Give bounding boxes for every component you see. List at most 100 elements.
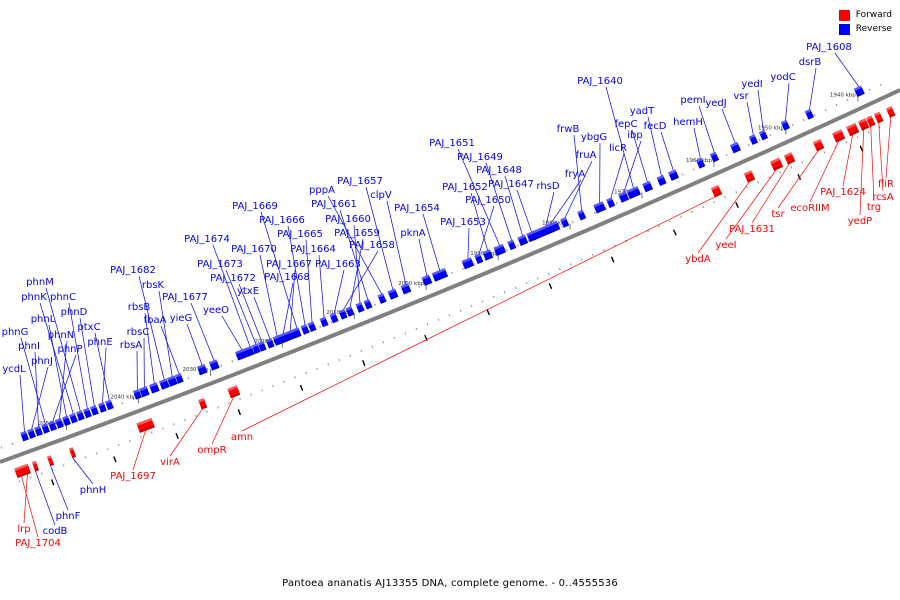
- ref-tick-dot: [132, 397, 135, 401]
- gene-highlight: [277, 332, 287, 338]
- gene-highlight: [618, 191, 627, 197]
- gene-label-reverse: pppA: [309, 185, 335, 196]
- gene-body: [695, 157, 706, 169]
- gene-label-forward: yedP: [848, 216, 872, 227]
- ref-tick-dot: [824, 108, 827, 112]
- leader-line-forward: [169, 408, 204, 457]
- gene-body: [90, 405, 99, 416]
- leader-line-reverse: [353, 224, 361, 304]
- gene-label-reverse: PAJ_1664: [290, 244, 336, 255]
- gene-shadow: [78, 416, 85, 421]
- ref-tick-dot: [29, 476, 32, 479]
- gene-shadow: [747, 177, 756, 183]
- gene-body: [377, 293, 387, 304]
- reverse-gene-block: [387, 288, 399, 300]
- reverse-gene-block: [132, 389, 142, 400]
- forward-gene-block: [812, 138, 825, 152]
- gene-shadow: [424, 281, 433, 286]
- reverse-gene-block: [62, 415, 71, 427]
- gene-body: [507, 239, 517, 251]
- ref-tick-dot: [702, 205, 705, 209]
- gene-shadow: [280, 338, 289, 344]
- leader-line-reverse: [238, 283, 263, 343]
- gene-label-reverse: licR: [609, 143, 627, 154]
- gene-body: [783, 152, 796, 165]
- reverse-gene-block: [618, 191, 630, 203]
- leader-line-reverse: [225, 269, 257, 345]
- reverse-gene-block: [251, 343, 261, 354]
- gene-highlight: [461, 257, 472, 264]
- gene-body: [769, 157, 784, 171]
- forward-gene-block: [873, 111, 884, 124]
- ref-tick-dot: [239, 397, 241, 401]
- gene-shadow: [260, 347, 267, 352]
- ref-tick-dot: [338, 358, 341, 362]
- gene-body: [234, 347, 250, 361]
- gene-label-forward: ecoRIIM: [790, 203, 829, 214]
- gene-highlight: [517, 234, 526, 240]
- forward-gene-block: [198, 397, 208, 410]
- leader-line-reverse: [545, 191, 555, 227]
- leader-line-reverse: [339, 209, 369, 301]
- reverse-gene-block: [319, 316, 329, 328]
- leader-line-reverse: [342, 250, 379, 311]
- gene-body: [846, 122, 860, 137]
- gene-shadow: [477, 259, 484, 265]
- gene-highlight: [642, 180, 651, 187]
- gene-body: [68, 447, 77, 459]
- gene-highlight: [804, 108, 812, 114]
- reverse-gene-block: [377, 293, 387, 304]
- reverse-gene-block: [265, 337, 275, 349]
- gene-label-reverse: fepC: [614, 119, 637, 130]
- leader-line-reverse: [785, 82, 790, 122]
- gene-shadow: [50, 427, 57, 432]
- ref-tick-major: [237, 409, 242, 416]
- gene-shadow: [849, 130, 860, 137]
- gene-body: [531, 220, 561, 241]
- scale-tick-label: 2000 kbp: [398, 281, 424, 287]
- reverse-gene-block: [272, 335, 282, 346]
- legend-item-reverse: Reverse: [838, 22, 892, 36]
- gene-label-forward: phnF: [56, 511, 81, 522]
- ref-tick-dot: [183, 419, 186, 422]
- gene-highlight: [729, 141, 739, 148]
- leader-line-forward: [21, 476, 39, 538]
- gene-shadow: [43, 429, 50, 434]
- ref-tick-dot: [602, 249, 605, 252]
- ref-tick-major: [362, 360, 366, 367]
- gene-body: [132, 389, 142, 400]
- leader-line-forward: [241, 195, 717, 432]
- gene-shadow: [579, 216, 587, 221]
- ref-tick-dot: [437, 318, 440, 321]
- gene-highlight: [166, 375, 176, 381]
- ref-tick-dot: [473, 262, 475, 266]
- reverse-gene-block: [668, 169, 680, 181]
- leader-line-forward: [870, 126, 875, 202]
- reverse-gene-block: [300, 324, 310, 335]
- leader-line-reverse: [318, 254, 325, 318]
- ref-tick-dot: [40, 472, 43, 475]
- leader-line-forward: [211, 396, 235, 445]
- ref-tick-dot: [868, 88, 871, 91]
- gene-label-reverse: phnG: [2, 327, 29, 338]
- forward-gene-block: [743, 170, 756, 183]
- gene-body: [517, 234, 529, 246]
- gene-label-reverse: PAJ_1668: [264, 272, 310, 283]
- gene-shadow: [644, 187, 654, 193]
- gene-shadow: [36, 432, 43, 437]
- gene-body: [804, 108, 814, 120]
- gene-shadow: [698, 164, 706, 169]
- leader-line-forward: [725, 169, 777, 240]
- gene-label-forward: ybdA: [685, 254, 711, 265]
- gene-highlight: [208, 359, 218, 365]
- reverse-gene-block: [245, 345, 255, 357]
- gene-shadow: [107, 406, 114, 411]
- gene-highlight: [300, 324, 308, 329]
- gene-label-reverse: PAJ_1649: [457, 152, 503, 163]
- leader-line-reverse: [809, 67, 817, 111]
- gene-shadow: [620, 197, 630, 203]
- gene-highlight: [387, 288, 396, 294]
- gene-body: [300, 324, 310, 335]
- reverse-gene-block: [758, 129, 769, 141]
- gene-label-reverse: PAJ_1647: [488, 179, 534, 190]
